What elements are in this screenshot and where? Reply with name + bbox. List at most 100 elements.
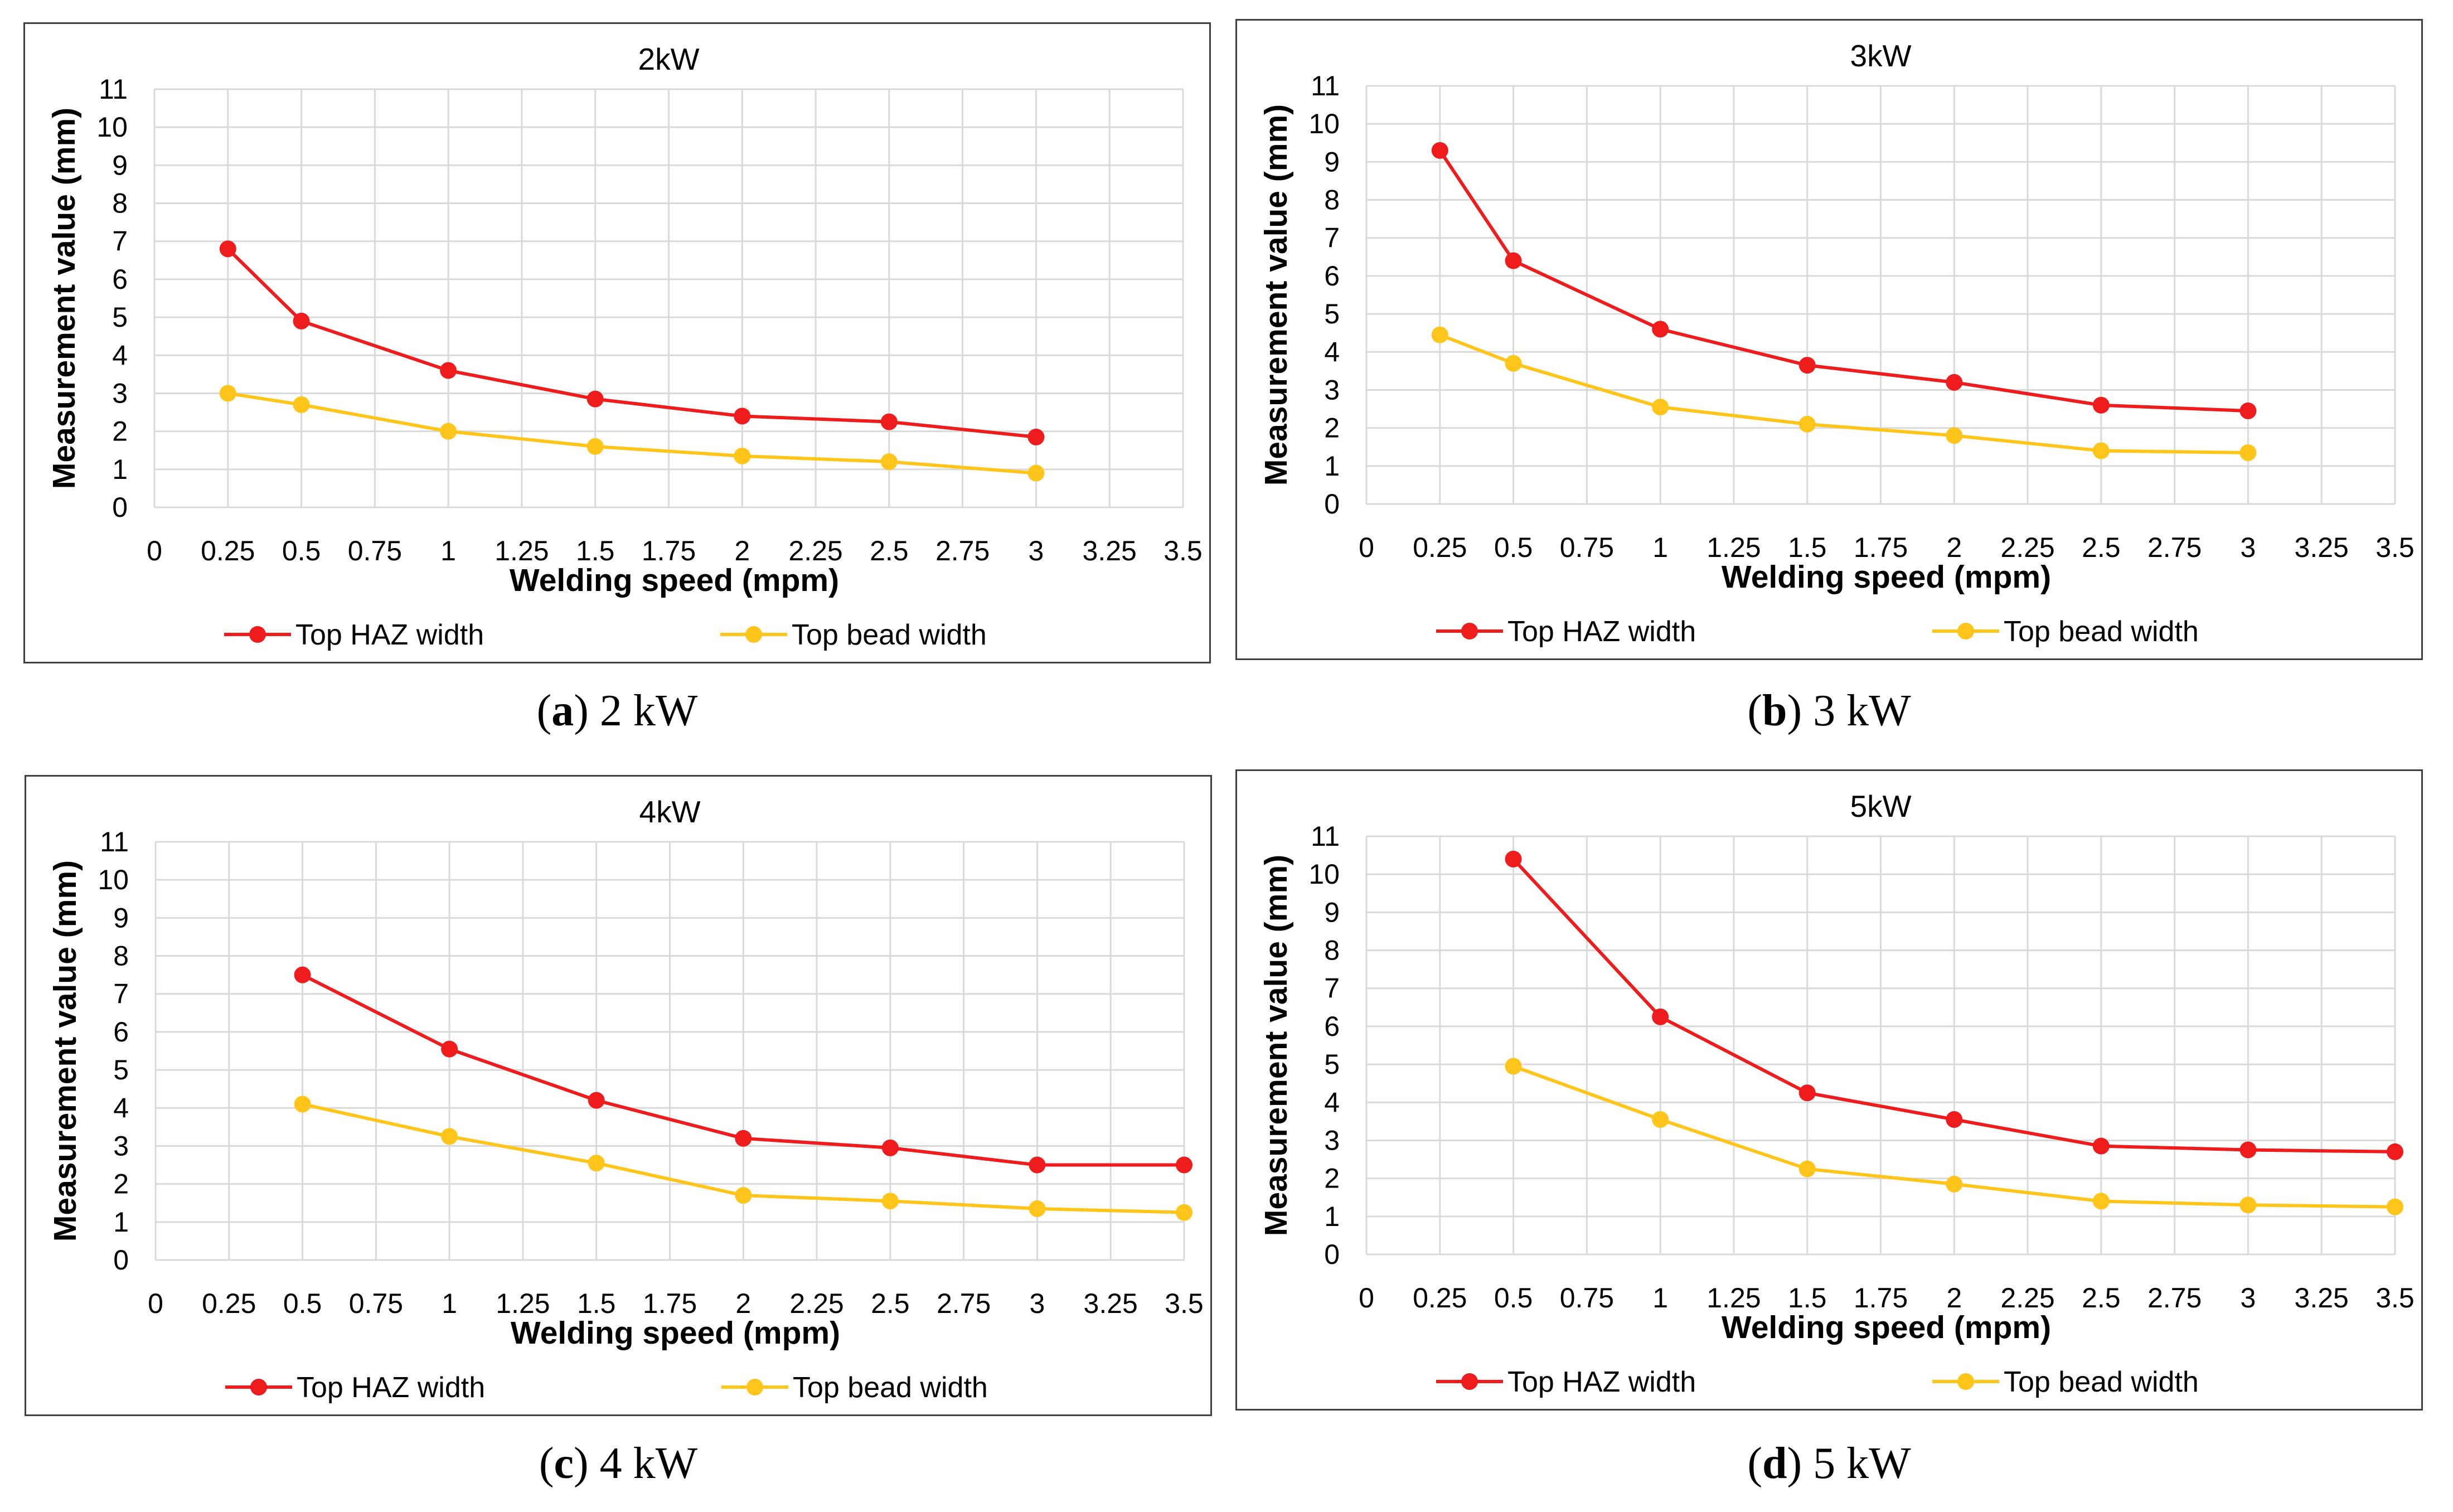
chart-svg: 0 0.25 0.5 0.75 1 1.25 1.5 1.75 2 2.25 2.5 2.75 3 3.2… xyxy=(25,775,1212,1416)
y-tick-label: 8 xyxy=(113,941,129,972)
y-tick-label: 11 xyxy=(1311,70,1340,101)
x-tick-label: 0.25 xyxy=(1413,1282,1467,1314)
x-axis-label: Welding speed (mpm) xyxy=(1722,1310,2051,1345)
y-tick-label: 8 xyxy=(1324,935,1340,966)
data-point-top-haz-width xyxy=(1798,357,1816,374)
data-point-top-haz-width xyxy=(588,1092,605,1109)
x-tick-label: 3 xyxy=(1030,1288,1045,1319)
y-axis-label: Measurement value (mm) xyxy=(1258,104,1294,486)
legend-label: Top bead width xyxy=(2004,1366,2199,1398)
x-tick-label: 3.5 xyxy=(2376,1282,2415,1314)
y-tick-label: 9 xyxy=(1324,896,1340,928)
x-tick-label: 3.5 xyxy=(1165,1288,1204,1319)
caption-a: (a) 2 kW xyxy=(536,686,698,735)
x-tick-label: 1.5 xyxy=(1788,532,1827,563)
x-tick-label: 0.75 xyxy=(1560,532,1614,563)
data-point-top-haz-width xyxy=(219,240,236,258)
data-point-top-haz-width xyxy=(2239,1141,2257,1159)
y-tick-label: 6 xyxy=(1324,260,1340,292)
x-tick-label: 1.5 xyxy=(576,535,615,566)
data-point-top-bead-width xyxy=(440,423,457,440)
data-point-top-haz-width xyxy=(1946,374,1963,391)
caption-letter: a xyxy=(551,686,574,735)
data-point-top-bead-width xyxy=(588,1155,605,1172)
x-tick-label: 1.75 xyxy=(1854,532,1908,563)
chart-panel-2kw: 0 0.25 0.5 0.75 1 1.25 1.5 1.75 2 2.25 2.5 2.75 3 3.2… xyxy=(23,22,1211,663)
y-tick-label: 6 xyxy=(1324,1011,1340,1042)
y-tick-label: 10 xyxy=(1308,859,1340,890)
data-point-top-haz-width xyxy=(880,413,898,430)
legend-marker-top-haz-width xyxy=(1461,1373,1478,1390)
y-tick-label: 4 xyxy=(1324,1087,1340,1118)
y-tick-label: 3 xyxy=(113,1130,129,1161)
data-point-top-bead-width xyxy=(1798,415,1816,433)
y-tick-label: 3 xyxy=(112,377,128,409)
chart-panel-4kw: 0 0.25 0.5 0.75 1 1.25 1.5 1.75 2 2.25 2.5 2.75 3 3.2… xyxy=(25,775,1212,1416)
data-point-top-bead-width xyxy=(1505,355,1522,372)
x-tick-label: 1.25 xyxy=(496,1288,550,1319)
y-axis-label: Measurement value (mm) xyxy=(46,108,82,489)
data-point-top-bead-width xyxy=(2387,1198,2403,1215)
x-tick-label: 2 xyxy=(735,1288,751,1319)
y-tick-label: 1 xyxy=(112,454,128,485)
data-point-top-bead-width xyxy=(2239,444,2257,461)
data-point-top-haz-width xyxy=(1176,1156,1192,1174)
chart-border xyxy=(25,775,1212,1416)
x-tick-label: 1.75 xyxy=(643,1288,697,1319)
legend-marker-top-bead-width xyxy=(1957,1373,1974,1390)
legend-marker-top-haz-width xyxy=(250,1379,267,1395)
legend-label: Top HAZ width xyxy=(1507,616,1696,648)
x-tick-label: 2.25 xyxy=(2000,1282,2054,1314)
y-axis-label: Measurement value (mm) xyxy=(47,860,83,1242)
x-tick-label: 2.75 xyxy=(935,535,990,566)
y-tick-label: 10 xyxy=(1308,108,1340,139)
chart-title: 2kW xyxy=(638,42,700,76)
data-point-top-haz-width xyxy=(2092,1137,2110,1155)
x-tick-label: 1.75 xyxy=(1854,1282,1908,1314)
x-tick-label: 3.5 xyxy=(2376,532,2415,563)
legend-marker-top-bead-width xyxy=(746,1379,763,1395)
data-point-top-haz-width xyxy=(1505,850,1522,868)
chart-svg: 0 0.25 0.5 0.75 1 1.25 1.5 1.75 2 2.25 2.5 2.75 3 3.2… xyxy=(23,22,1211,663)
data-point-top-bead-width xyxy=(219,385,236,402)
chart-panel-3kw: 0 0.25 0.5 0.75 1 1.25 1.5 1.75 2 2.25 2.5 2.75 3 3.2… xyxy=(1235,19,2423,660)
x-tick-label: 2.5 xyxy=(870,535,909,566)
y-tick-label: 2 xyxy=(1324,413,1340,444)
x-tick-label: 3 xyxy=(2241,532,2256,563)
x-tick-label: 2.25 xyxy=(2000,532,2054,563)
y-axis-label: Measurement value (mm) xyxy=(1258,855,1294,1236)
data-point-top-bead-width xyxy=(2239,1196,2257,1214)
x-axis-label: Welding speed (mpm) xyxy=(511,1315,840,1351)
data-point-top-haz-width xyxy=(734,408,751,425)
chart-title: 3kW xyxy=(1850,38,1912,73)
caption-text: 4 kW xyxy=(588,1439,698,1488)
data-point-top-haz-width xyxy=(1798,1084,1816,1102)
data-point-top-bead-width xyxy=(1431,326,1448,343)
data-point-top-bead-width xyxy=(735,1187,752,1204)
caption-text: 2 kW xyxy=(588,686,698,735)
x-tick-label: 1.25 xyxy=(495,535,549,566)
legend-label: Top HAZ width xyxy=(297,1372,485,1404)
x-tick-label: 3 xyxy=(2241,1282,2256,1314)
y-tick-label: 2 xyxy=(113,1169,129,1200)
data-point-top-bead-width xyxy=(1652,1111,1669,1128)
x-tick-label: 2.5 xyxy=(2082,1282,2121,1314)
x-tick-label: 2.5 xyxy=(2082,532,2121,563)
x-tick-label: 2 xyxy=(1946,532,1962,563)
y-tick-label: 5 xyxy=(112,302,128,333)
x-tick-label: 3.25 xyxy=(1083,535,1137,566)
data-point-top-bead-width xyxy=(2092,1193,2110,1210)
x-tick-label: 0 xyxy=(148,1288,163,1319)
data-point-top-haz-width xyxy=(586,390,604,408)
data-point-top-haz-width xyxy=(2092,396,2110,414)
y-tick-label: 4 xyxy=(112,340,128,371)
x-tick-label: 1.5 xyxy=(577,1288,616,1319)
data-point-top-haz-width xyxy=(294,966,311,983)
data-point-top-bead-width xyxy=(881,1193,899,1210)
x-tick-label: 0 xyxy=(147,535,162,566)
y-tick-label: 8 xyxy=(112,188,128,219)
chart-svg: 0 0.25 0.5 0.75 1 1.25 1.5 1.75 2 2.25 2.5 2.75 3 3.2… xyxy=(1235,19,2423,660)
y-tick-label: 8 xyxy=(1324,185,1340,216)
y-tick-label: 6 xyxy=(113,1016,129,1048)
x-tick-label: 2.75 xyxy=(2147,1282,2202,1314)
